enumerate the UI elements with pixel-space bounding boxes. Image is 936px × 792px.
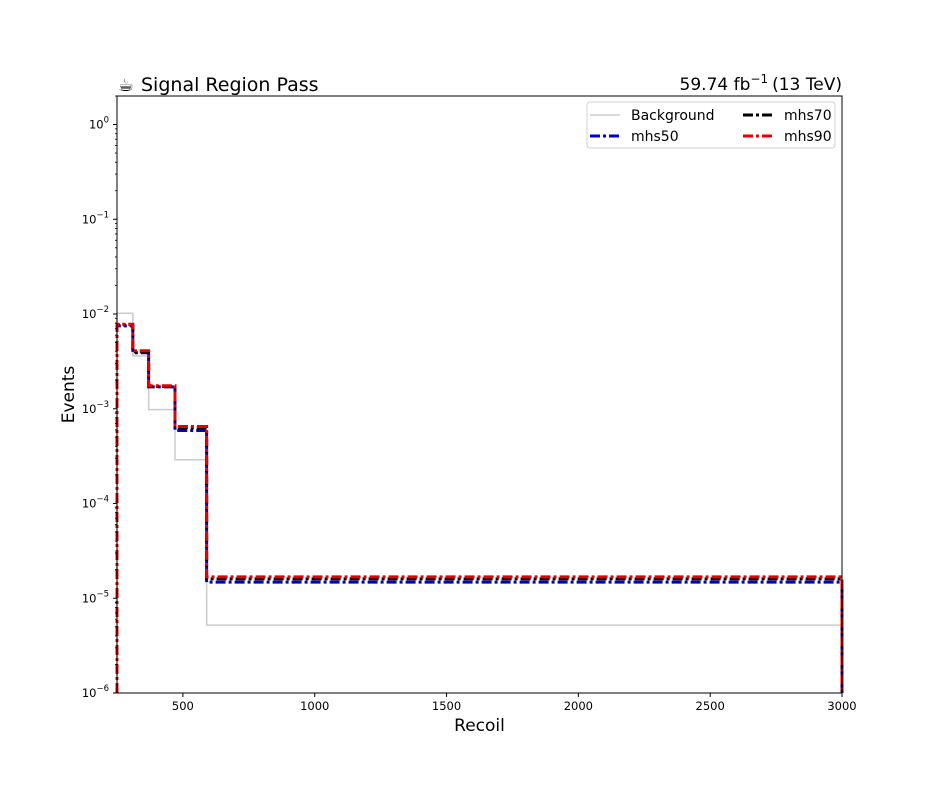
x-tick-label: 500 <box>172 699 194 713</box>
legend-label-background: Background <box>631 108 715 124</box>
series-line-mhs70 <box>115 323 844 693</box>
x-axis-label: Recoil <box>454 716 505 736</box>
x-tick-label: 2500 <box>696 699 725 713</box>
y-tick-label: 10−2 <box>82 305 109 321</box>
y-tick-label: 100 <box>89 116 109 132</box>
y-tick-label: 10−6 <box>82 684 109 700</box>
y-axis-label: Events <box>59 366 79 424</box>
legend: Background mhs50 mhs70 mhs90 <box>586 101 836 149</box>
legend-label-mhs90: mhs90 <box>784 129 832 145</box>
x-tick-label: 1000 <box>300 699 329 713</box>
series-line-background <box>116 312 843 693</box>
legend-box <box>586 101 836 149</box>
plot-frame <box>116 95 843 694</box>
chart-title-group: ☕ Signal Region Pass <box>118 74 319 96</box>
series-layer <box>115 312 844 693</box>
x-tick-label: 3000 <box>827 699 856 713</box>
y-tick-label: 10−1 <box>82 210 109 226</box>
y-axis: 10−6 10−5 10−4 10−3 10−2 10−1 100 <box>82 95 117 700</box>
legend-label-mhs50: mhs50 <box>631 129 679 145</box>
x-axis: 500 1000 1500 2000 2500 3000 <box>172 693 857 713</box>
series-line-mhs90 <box>115 322 844 693</box>
x-tick-label: 1500 <box>432 699 461 713</box>
chart-title: Signal Region Pass <box>141 74 319 96</box>
lumi-energy: (13 TeV) <box>772 75 842 95</box>
legend-label-mhs70: mhs70 <box>784 108 832 124</box>
series-line-mhs50 <box>115 324 844 693</box>
coffee-cup-icon: ☕ <box>118 75 134 96</box>
y-tick-label: 10−3 <box>82 400 109 416</box>
lumi-label: 59.74 fb−1 (13 TeV) <box>680 72 842 95</box>
y-tick-label: 10−4 <box>82 495 109 511</box>
y-tick-label: 10−5 <box>82 589 109 605</box>
lumi-value: 59.74 fb <box>680 75 751 95</box>
lumi-exponent: −1 <box>750 72 768 86</box>
x-tick-label: 2000 <box>564 699 593 713</box>
